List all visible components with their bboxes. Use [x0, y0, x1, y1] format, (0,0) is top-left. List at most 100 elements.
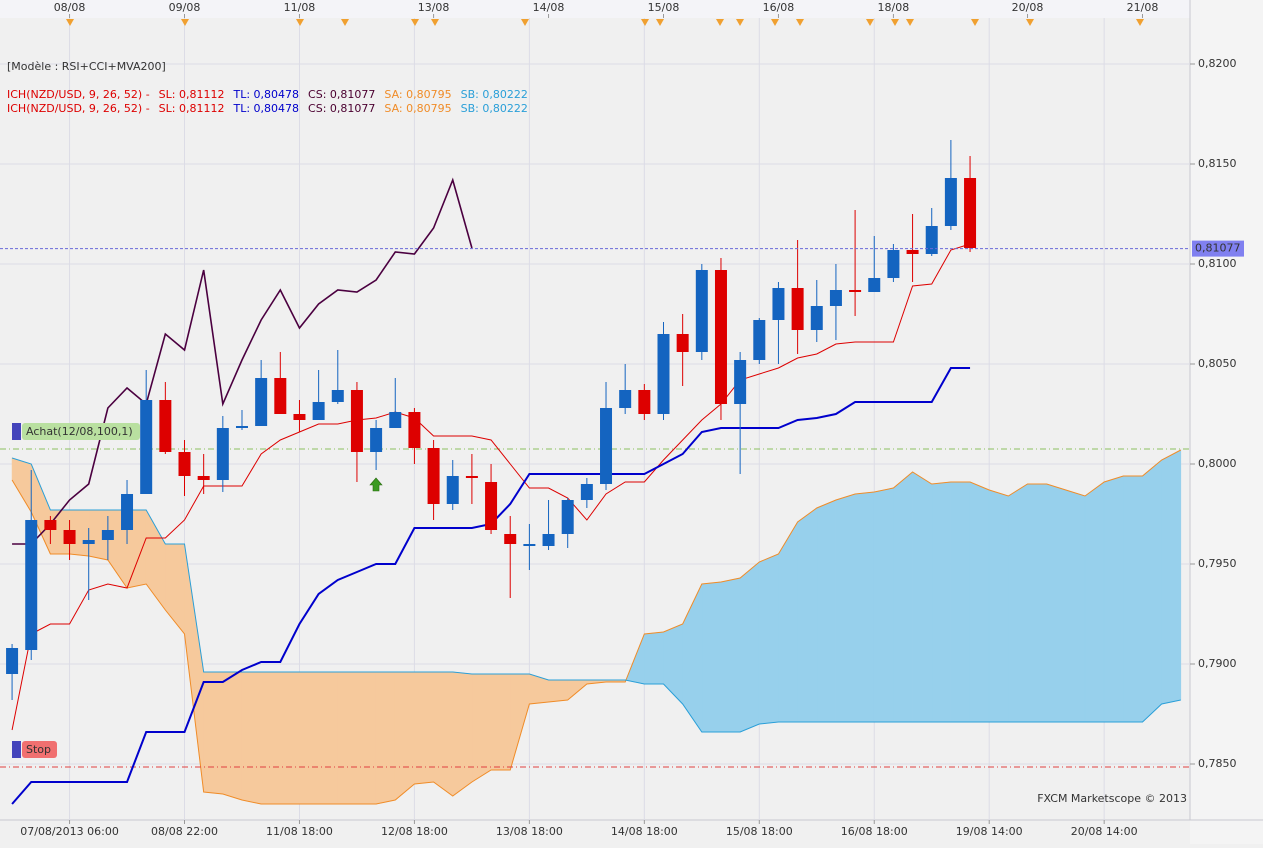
candle-body: [753, 320, 766, 360]
top-x-tick-label: 16/08: [763, 1, 795, 14]
cloud-fill: [260, 671, 281, 805]
event-markers: [66, 19, 1144, 26]
x-tick-label: 08/08 22:00: [151, 825, 218, 838]
candle-body: [714, 270, 727, 404]
candle-body: [657, 334, 670, 414]
candle-body: [523, 544, 536, 546]
candle-body: [370, 428, 383, 452]
y-tick-label: 0,8150: [1198, 157, 1237, 170]
x-tick-label: 20/08 14:00: [1071, 825, 1138, 838]
cloud-fill: [452, 671, 473, 797]
candle-body: [44, 520, 57, 530]
senkou-a-line: [11, 449, 1182, 805]
cloud-fill: [1046, 483, 1067, 723]
top-x-tick-label: 20/08: [1012, 1, 1044, 14]
candle-body: [25, 520, 38, 650]
y-tick-label: 0,8200: [1198, 57, 1237, 70]
top-x-tick-label: 15/08: [648, 1, 680, 14]
candle-body: [504, 534, 517, 544]
cloud-fill: [950, 481, 971, 723]
cloud-fill: [394, 671, 415, 801]
senkou-b-line: [11, 457, 1181, 733]
candle-body: [312, 402, 325, 420]
cloud-fill: [644, 631, 664, 685]
candle-body: [427, 448, 440, 504]
candle-body: [408, 412, 421, 448]
candle-body: [964, 178, 977, 248]
candle-body: [887, 250, 900, 278]
watermark: FXCM Marketscope © 2013: [1037, 792, 1187, 805]
legend-item: TL: 0,80478: [233, 102, 300, 115]
cloud-fill: [739, 561, 760, 733]
candle-body: [82, 540, 95, 544]
candle-body: [255, 378, 268, 426]
order-label: Stop: [26, 743, 51, 756]
candle-body: [925, 226, 938, 254]
top-x-tick-label: 08/08: [54, 1, 86, 14]
legend-item: CS: 0,81077: [308, 102, 376, 115]
current-price-label: 0,81077: [1195, 242, 1241, 255]
top-axis-strip: [0, 0, 1190, 18]
y-tick-label: 0,7850: [1198, 757, 1237, 770]
candle-body: [6, 648, 19, 674]
candle-body: [600, 408, 613, 484]
x-tick-label: 11/08 18:00: [266, 825, 333, 838]
cloud-fill: [548, 679, 568, 703]
candle-body: [580, 484, 593, 500]
cloud-fill: [797, 507, 818, 723]
candle-body: [829, 290, 842, 306]
cloud-fill: [203, 671, 224, 795]
candle-body: [906, 250, 919, 254]
candle-body: [121, 494, 134, 530]
current-price-box: [1192, 240, 1244, 257]
candle-body: [849, 290, 862, 292]
cloud-fill: [1008, 483, 1028, 723]
candle-body: [791, 288, 804, 330]
cloud-fill: [1103, 475, 1124, 723]
chikou-line: [12, 177, 473, 545]
top-x-tick-label: 11/08: [284, 1, 316, 14]
cloud-fill: [241, 671, 262, 805]
plot: [0, 140, 1190, 805]
cloud-fill: [931, 481, 952, 723]
candle-body: [465, 476, 478, 478]
y-tick-label: 0,7900: [1198, 657, 1237, 670]
candle-body: [810, 306, 823, 330]
top-x-tick-label: 18/08: [878, 1, 910, 14]
order-label-box: [22, 423, 140, 440]
cloud-fill: [490, 673, 511, 771]
candle-body: [944, 178, 957, 226]
cloud-fill: [835, 493, 856, 723]
legend-item: SL: 0,81112: [158, 102, 225, 115]
candle-body: [178, 452, 191, 476]
tenkan-line: [11, 243, 971, 731]
cloud-fill: [816, 499, 837, 723]
cloud-fill: [280, 671, 300, 805]
header: [Modèle : RSI+CCI+MVA200]: [7, 60, 166, 73]
candle-body: [235, 426, 248, 428]
candle-body: [63, 530, 76, 544]
x-tick-label: 14/08 18:00: [611, 825, 678, 838]
cloud-fill: [375, 671, 396, 805]
right-axis-strip: [1190, 0, 1263, 844]
candle-body: [561, 500, 574, 534]
cloud-fill: [1027, 483, 1047, 723]
legend-line: ICH(NZD/USD, 9, 26, 52) - SL: 0,81112 TL: …: [7, 88, 537, 102]
x-tick-label: 07/08/2013 06:00: [20, 825, 119, 838]
x-tick-label: 13/08 18:00: [496, 825, 563, 838]
order-label: Achat(12/08,100,1): [26, 425, 133, 438]
cloud-fill: [337, 671, 358, 805]
cloud-fill: [758, 553, 779, 725]
legend: [Modèle : RSI+CCI+MVA200] ICH(NZD/USD, 9…: [7, 32, 537, 116]
candle-body: [638, 390, 651, 414]
y-tick-label: 0,8100: [1198, 257, 1237, 270]
legend-item: ICH(NZD/USD, 9, 26, 52) -: [7, 88, 150, 101]
cloud-fill: [778, 520, 798, 723]
cloud-fill: [1065, 489, 1086, 723]
candle-body: [619, 390, 632, 408]
cloud-fill: [471, 673, 492, 783]
cloud-fill: [1161, 449, 1182, 705]
candle-body: [350, 390, 363, 452]
